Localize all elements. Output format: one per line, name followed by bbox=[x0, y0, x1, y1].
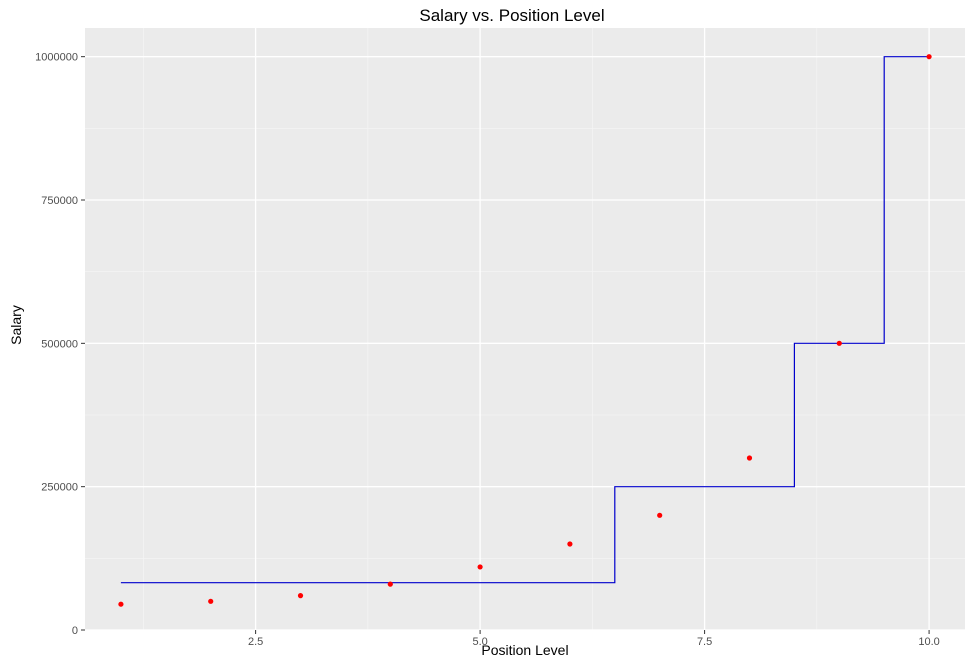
x-tick-label: 2.5 bbox=[248, 636, 263, 648]
plot-panel bbox=[85, 28, 965, 630]
data-point bbox=[387, 581, 393, 587]
axes-layer: 2.5 5.0 7.5 10.0 0 250000 500000 750000 1000000 bbox=[35, 52, 940, 648]
data-point bbox=[118, 601, 124, 607]
data-point bbox=[836, 340, 842, 346]
data-point bbox=[746, 455, 753, 461]
data-point bbox=[567, 541, 573, 547]
data-point bbox=[297, 593, 304, 599]
x-tick-label: 10.0 bbox=[918, 636, 939, 648]
data-point bbox=[208, 598, 214, 604]
minor-gridlines bbox=[85, 28, 965, 630]
y-tick-label: 250000 bbox=[41, 482, 78, 494]
data-point bbox=[657, 512, 663, 518]
y-tick-label: 0 bbox=[72, 625, 78, 637]
y-tick-label: 750000 bbox=[41, 195, 78, 207]
y-tick-label: 1000000 bbox=[35, 52, 78, 64]
step-regression-line bbox=[120, 56, 930, 584]
x-tick-label: 5.0 bbox=[472, 636, 487, 648]
x-axis-title: Position Level bbox=[481, 642, 568, 658]
y-axis-title: Salary bbox=[8, 305, 24, 345]
data-point bbox=[926, 54, 932, 60]
data-point bbox=[477, 564, 483, 570]
data-layer bbox=[118, 54, 932, 607]
chart-title: Salary vs. Position Level bbox=[419, 6, 604, 25]
y-tick-label: 500000 bbox=[41, 338, 78, 350]
x-tick-label: 7.5 bbox=[697, 636, 712, 648]
